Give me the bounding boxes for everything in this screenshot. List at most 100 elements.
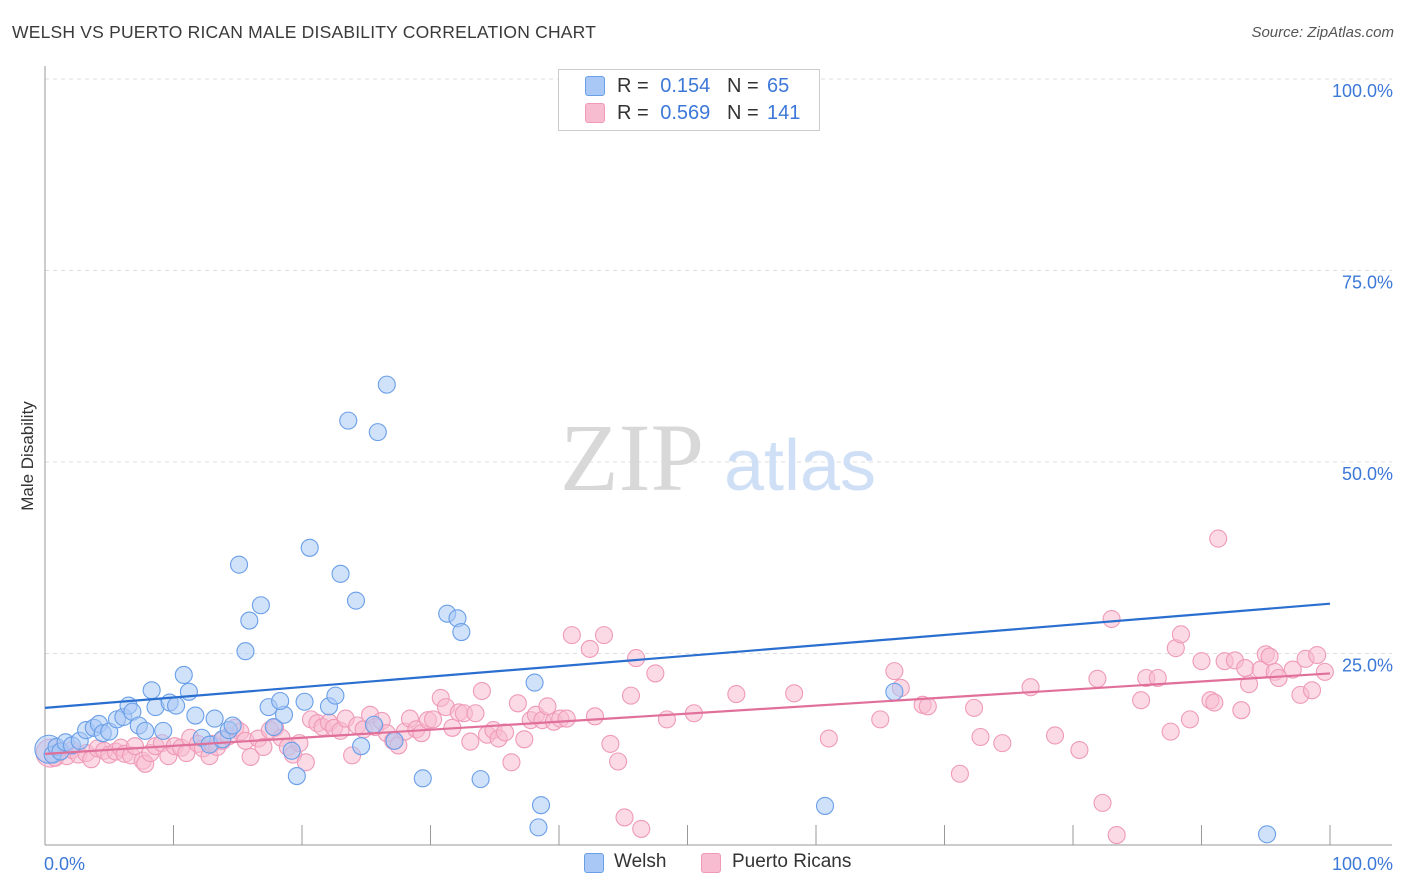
- welsh-point: [154, 721, 173, 740]
- legend-item-welsh: Welsh: [614, 851, 667, 872]
- puerto-rican-swatch: [585, 103, 605, 123]
- puerto-rican-point: [1093, 793, 1112, 812]
- welsh-point: [142, 681, 161, 700]
- welsh-point: [364, 715, 384, 734]
- puerto-rican-trend-line: [44, 672, 1331, 755]
- welsh-point: [525, 673, 544, 692]
- welsh-point: [385, 731, 404, 750]
- puerto-rican-stats-row: R = 0.569 N = 141: [617, 102, 800, 124]
- puerto-rican-point: [1070, 740, 1089, 760]
- welsh-point: [368, 423, 387, 442]
- welsh-point: [352, 737, 371, 756]
- welsh-point: [205, 709, 224, 728]
- welsh-point: [174, 665, 193, 684]
- puerto-rican-point: [125, 737, 144, 756]
- puerto-rican-point: [508, 694, 527, 713]
- puerto-rican-point: [1171, 625, 1190, 644]
- welsh-point: [531, 796, 551, 815]
- welsh-point: [331, 564, 350, 583]
- welsh-point: [339, 411, 358, 430]
- trend-lines: [44, 602, 1331, 755]
- puerto-rican-point: [615, 808, 634, 827]
- welsh-point: [452, 623, 471, 642]
- stats-legend: R = 0.154 N = 65 R = 0.569 N = 141: [558, 69, 820, 131]
- welsh-stats-row: R = 0.154 N = 65: [617, 75, 789, 97]
- r-value: 0.154: [660, 75, 711, 97]
- welsh-point: [186, 706, 205, 725]
- y-tick-label: 100.0%: [1332, 81, 1393, 101]
- puerto-rican-point: [646, 664, 665, 683]
- n-label: N =: [727, 75, 759, 97]
- puerto-rican-point: [254, 737, 273, 757]
- watermark-zip: ZIP: [560, 404, 704, 511]
- puerto-rican-point: [580, 639, 599, 658]
- puerto-rican-point: [1209, 529, 1228, 548]
- welsh-point: [377, 375, 396, 394]
- y-axis-label: Male Disability: [18, 401, 37, 511]
- r-value: 0.569: [660, 102, 711, 124]
- puerto-rican-point: [1148, 668, 1167, 688]
- puerto-rican-point: [971, 727, 990, 747]
- puerto-rican-point: [1260, 647, 1279, 666]
- welsh-point: [885, 682, 904, 701]
- puerto-rican-point: [515, 730, 534, 749]
- puerto-rican-point: [1045, 726, 1065, 745]
- puerto-rican-point: [727, 685, 746, 704]
- puerto-rican-point: [1315, 662, 1334, 681]
- welsh-point: [236, 642, 255, 661]
- n-value: 65: [767, 75, 790, 97]
- welsh-trend-line: [44, 602, 1331, 709]
- n-value: 141: [767, 102, 801, 124]
- puerto-rican-point: [918, 697, 937, 716]
- puerto-rican-point: [502, 753, 521, 772]
- source-label: Source: ZipAtlas.com: [1251, 24, 1394, 41]
- puerto-rican-point: [950, 764, 969, 783]
- puerto-rican-point: [472, 681, 491, 701]
- puerto-rican-point: [1205, 693, 1224, 712]
- welsh-point: [251, 596, 270, 615]
- puerto-rican-point: [627, 649, 646, 668]
- welsh-point: [136, 721, 155, 740]
- puerto-rican-point: [1132, 691, 1151, 710]
- y-tick-label: 25.0%: [1342, 656, 1393, 676]
- welsh-point: [271, 691, 290, 711]
- puerto-rican-point: [632, 819, 651, 838]
- puerto-rican-point: [621, 686, 641, 705]
- welsh-point: [229, 555, 249, 574]
- welsh-point: [295, 692, 314, 711]
- welsh-point: [346, 591, 366, 610]
- puerto-rican-point: [965, 698, 984, 717]
- welsh-legend-swatch: [584, 853, 604, 873]
- puerto-rican-point: [495, 723, 515, 742]
- puerto-rican-point: [609, 752, 628, 771]
- puerto-rican-point: [562, 626, 581, 645]
- welsh-point: [240, 611, 259, 630]
- welsh-point: [1257, 825, 1277, 844]
- welsh-point: [287, 767, 306, 786]
- puerto-rican-point: [1107, 825, 1126, 845]
- welsh-point: [264, 717, 283, 737]
- axes: [44, 66, 1392, 846]
- puerto-rican-point: [594, 626, 614, 645]
- series-legend: Welsh Puerto Ricans: [0, 851, 1406, 879]
- puerto-rican-point: [993, 734, 1012, 753]
- puerto-rican-point: [461, 732, 480, 751]
- welsh-point: [413, 769, 432, 788]
- x-tick-label: 100.0%: [1332, 854, 1393, 874]
- welsh-point: [282, 741, 301, 760]
- welsh-swatch: [585, 76, 605, 96]
- watermark-atlas: atlas: [724, 426, 876, 506]
- puerto-rican-point: [1236, 659, 1255, 678]
- puerto-rican-point: [1283, 660, 1302, 679]
- puerto-rican-point: [1161, 722, 1180, 741]
- welsh-point: [471, 770, 490, 789]
- x-tick-label: 0.0%: [44, 854, 85, 874]
- y-tick-label: 50.0%: [1342, 464, 1393, 484]
- watermark: ZIP atlas: [560, 404, 876, 511]
- puerto-rican-point: [885, 662, 904, 681]
- y-tick-label: 75.0%: [1342, 273, 1393, 293]
- puerto-rican-point: [1302, 681, 1322, 700]
- legend-item-puerto-ricans: Puerto Ricans: [732, 851, 852, 872]
- puerto-rican-point: [1102, 609, 1121, 629]
